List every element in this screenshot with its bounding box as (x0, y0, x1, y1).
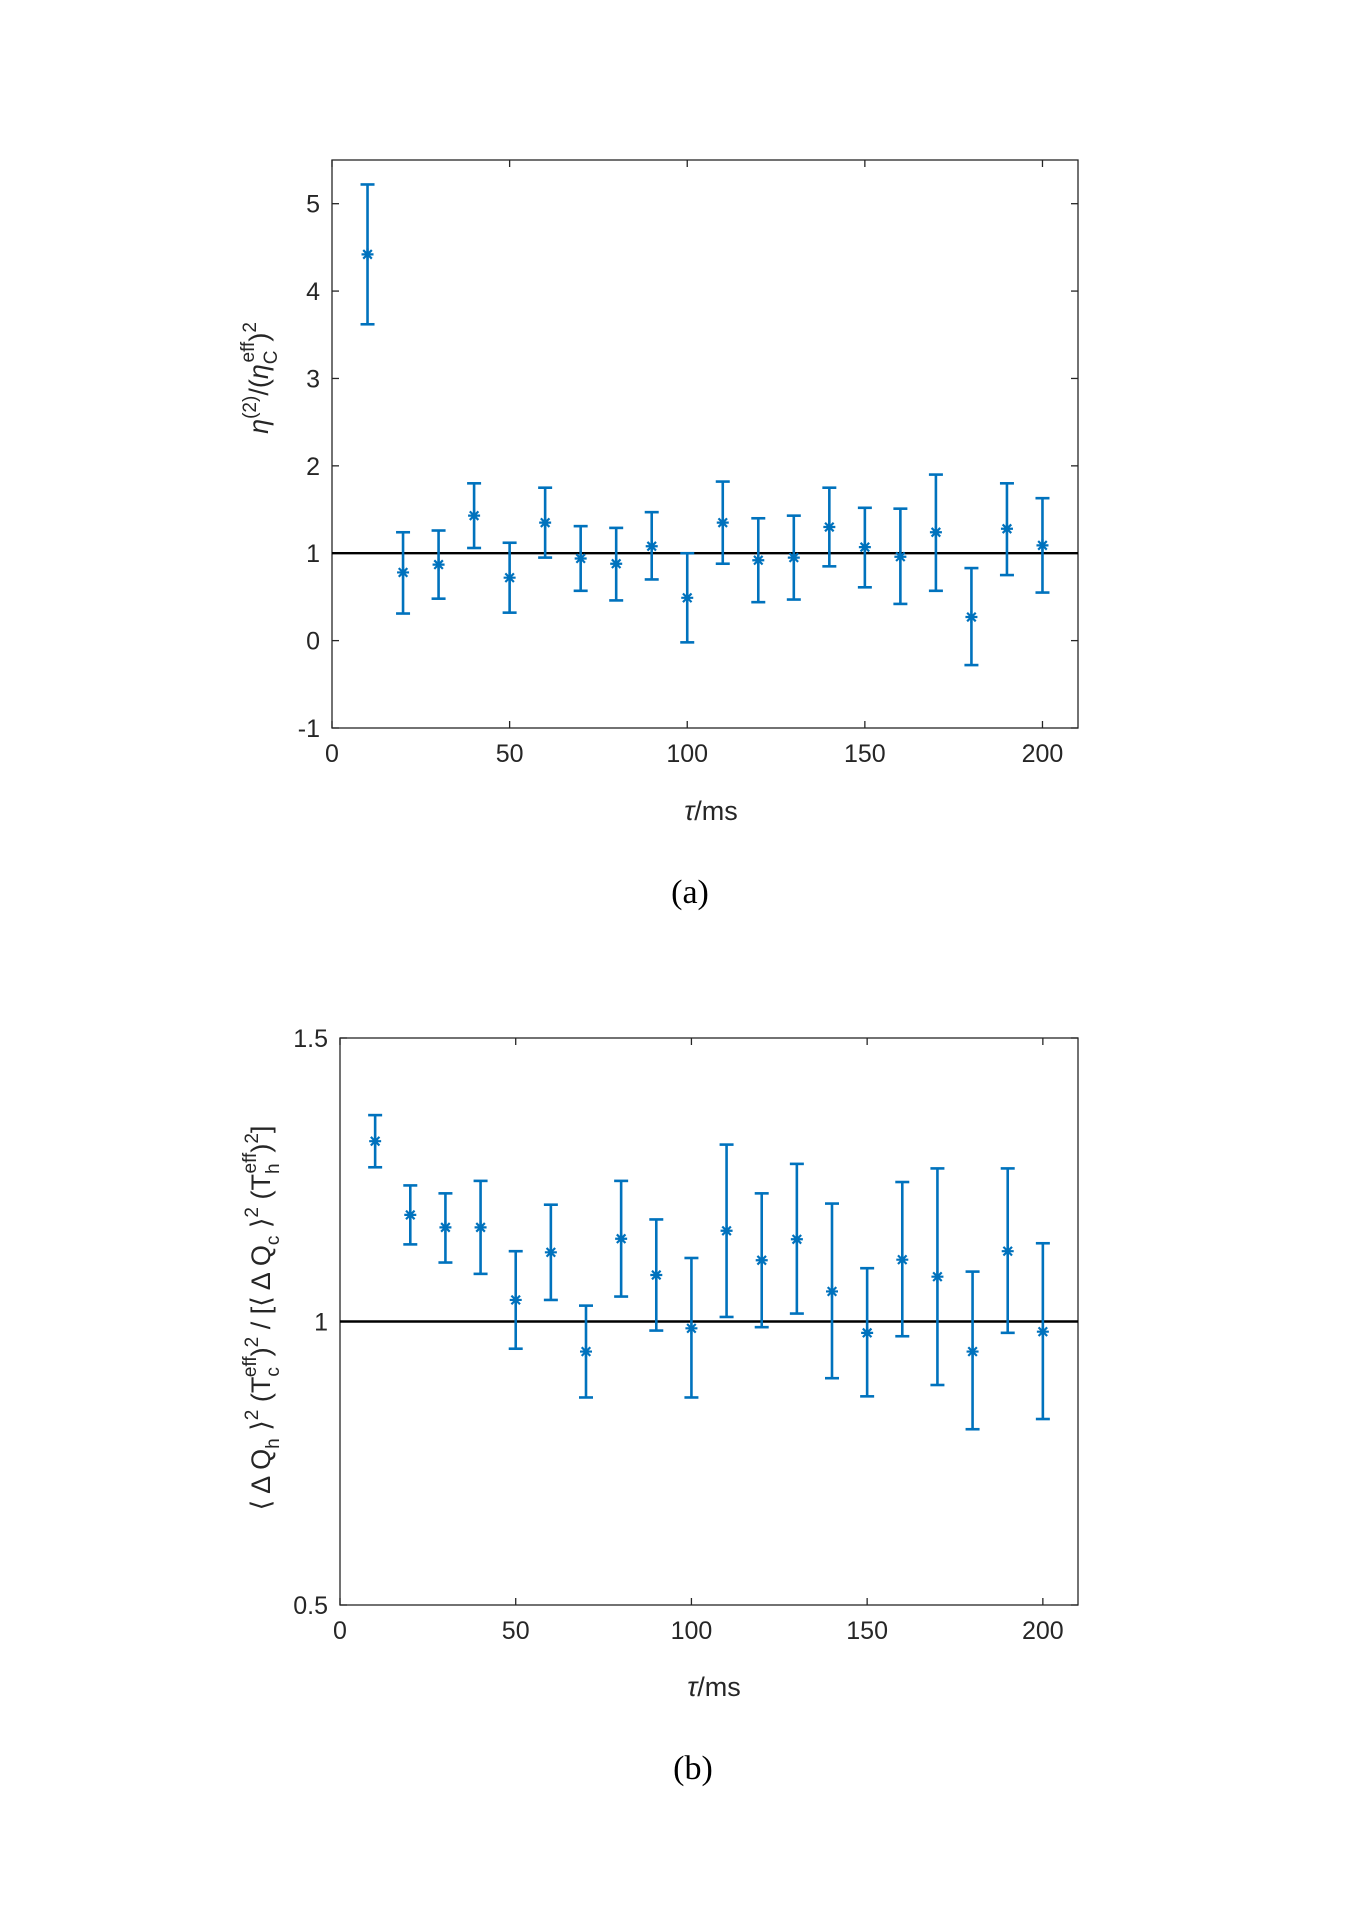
data-point (397, 566, 410, 579)
x-tick-label: 100 (666, 740, 708, 768)
y-tick-label: 2 (306, 453, 320, 481)
x-tick-label: 200 (1022, 1617, 1064, 1645)
data-point (361, 248, 374, 261)
y-tick-label: 0 (306, 628, 320, 656)
data-point (787, 551, 800, 564)
data-point (503, 571, 516, 584)
axes-box (331, 159, 1079, 729)
data-point (858, 541, 871, 554)
data-point (474, 1221, 487, 1234)
svg-text:⟨ Δ Qh ⟩2 (Tceff)2 / [⟨ Δ Qc ⟩: ⟨ Δ Qh ⟩2 (Tceff)2 / [⟨ Δ Qc ⟩2 (Theff)2… (240, 1126, 284, 1511)
data-point (645, 540, 658, 553)
data-point (615, 1232, 628, 1245)
data-point (580, 1345, 592, 1358)
data-point (965, 611, 978, 624)
x-axis-label-b: τ/ms (687, 1672, 741, 1702)
x-tick-label: 150 (844, 740, 886, 768)
data-point (574, 552, 587, 565)
data-point (468, 509, 481, 522)
data-point (685, 1322, 698, 1335)
data-point (931, 1270, 944, 1283)
x-tick-label: 50 (496, 740, 524, 768)
data-point (716, 516, 729, 529)
y-axis-label-a: η(2)/(ηCeff)2 (238, 322, 282, 434)
data-point (790, 1233, 803, 1246)
y-tick-label: 4 (306, 278, 320, 306)
y-tick-label: -1 (298, 715, 320, 743)
y-tick-label: 3 (306, 365, 320, 393)
data-point (509, 1293, 522, 1306)
x-axis-label-a: τ/ms (684, 796, 738, 826)
data-point (896, 1253, 909, 1266)
data-point (1000, 522, 1013, 535)
panel-b: 0 50 100 150 200 0.5 1 1.5 ⟨ Δ Qh ⟩2 (Tceff)2 /… (240, 1025, 1079, 1787)
data-point (544, 1246, 557, 1259)
x-tick-label: 200 (1022, 740, 1064, 768)
y-tick-label: 1.5 (293, 1025, 328, 1053)
data-point (539, 516, 552, 529)
panel-caption-a: (a) (671, 874, 709, 911)
data-point (966, 1345, 979, 1358)
data-point (861, 1326, 874, 1339)
panel-caption-b: (b) (673, 1750, 713, 1787)
data-point (650, 1269, 663, 1282)
data-point (720, 1224, 733, 1237)
x-tick-label: 0 (325, 740, 339, 768)
data-point (826, 1285, 838, 1298)
y-tick-label: 5 (306, 191, 320, 219)
data-point (432, 558, 445, 571)
x-tick-label: 150 (846, 1617, 888, 1645)
data-point (439, 1221, 452, 1234)
x-tick-label: 0 (333, 1617, 347, 1645)
data-point (755, 1254, 768, 1267)
x-tick-label: 50 (502, 1617, 530, 1645)
data-point (681, 591, 694, 604)
data-point (610, 557, 623, 570)
data-point (1036, 539, 1049, 552)
data-point (369, 1135, 382, 1148)
svg-text:η(2)/(ηCeff)2: η(2)/(ηCeff)2 (238, 322, 282, 434)
data-point (894, 550, 907, 563)
data-point (1036, 1325, 1049, 1338)
data-point (752, 554, 765, 567)
data-point (929, 526, 942, 539)
y-tick-label: 0.5 (293, 1592, 328, 1620)
data-point (1001, 1245, 1014, 1258)
x-tick-label: 100 (671, 1617, 713, 1645)
plot-area-b: 0 50 100 150 200 0.5 1 1.5 (293, 1025, 1079, 1645)
y-tick-label: 1 (306, 540, 320, 568)
data-point (823, 521, 836, 534)
y-axis-label-b: ⟨ Δ Qh ⟩2 (Tceff)2 / [⟨ Δ Qc ⟩2 (Theff)2… (240, 1126, 284, 1511)
data-point (404, 1208, 417, 1221)
y-tick-label: 1 (314, 1309, 328, 1337)
